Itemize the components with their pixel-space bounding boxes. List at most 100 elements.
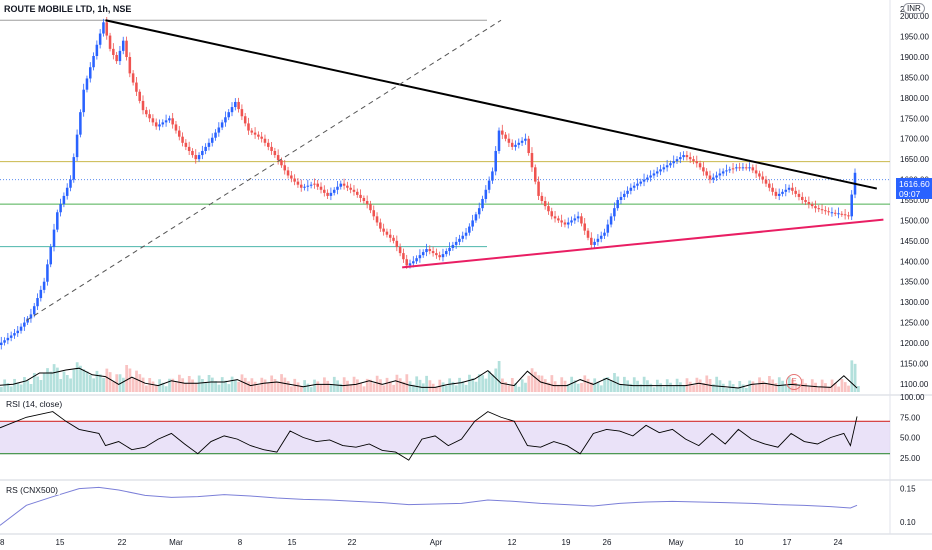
candle-body (596, 238, 600, 242)
candle-body (695, 161, 699, 164)
volume-bar (833, 383, 837, 392)
volume-bar (606, 377, 610, 392)
volume-bar (105, 368, 109, 392)
candle-body (731, 168, 735, 170)
candle-body (784, 189, 788, 192)
candle-body (171, 118, 174, 125)
volume-bar (408, 381, 412, 392)
volume-bar (62, 371, 66, 392)
volume-bar (95, 370, 99, 392)
volume-bar (201, 379, 204, 392)
volume-bar (804, 383, 808, 392)
candle-body (230, 107, 234, 113)
candle-body (435, 253, 438, 256)
time-tick-label: May (668, 538, 683, 547)
volume-bar (847, 385, 850, 392)
volume-bar (388, 381, 392, 392)
rsi-tick-label: 100.00 (900, 393, 925, 402)
candle-body (688, 157, 692, 160)
candle-body (603, 232, 606, 236)
time-tick-label: 8 (0, 538, 5, 547)
candle-body (352, 189, 356, 192)
candle-body (201, 150, 204, 156)
volume-bar (375, 375, 379, 392)
candle-body (504, 134, 507, 139)
volume-bar (145, 385, 148, 392)
volume-bar (326, 380, 330, 392)
volume-bar (26, 380, 30, 392)
candle-body (3, 340, 6, 343)
candle-body (108, 35, 112, 49)
volume-bar (276, 381, 280, 392)
candle-body (154, 122, 158, 127)
candle-body (217, 127, 221, 133)
candle-body (207, 142, 211, 147)
volume-bar (497, 361, 501, 392)
candle-body (178, 130, 181, 137)
volume-bar (590, 382, 593, 392)
candle-body (421, 252, 425, 256)
volume-bar (112, 381, 115, 392)
rsi-tick-label: 75.00 (900, 413, 921, 422)
candle-body (168, 118, 171, 121)
candle-body (616, 200, 619, 209)
volume-bar (553, 381, 557, 392)
candle-body (448, 248, 451, 252)
candle-body (313, 183, 316, 185)
candle-body (65, 187, 69, 196)
volume-bar (260, 377, 264, 392)
candle-body (510, 142, 514, 147)
candle-body (814, 206, 817, 209)
volume-bar (520, 379, 524, 392)
candle-body (402, 253, 405, 260)
candle-body (679, 157, 682, 160)
candle-body (69, 179, 72, 188)
currency-badge[interactable]: INR (903, 3, 925, 14)
volume-bar (649, 383, 653, 392)
volume-bar (385, 377, 389, 392)
candle-body (787, 187, 791, 190)
volume-bar (382, 385, 386, 392)
volume-bar (721, 383, 725, 392)
candle-body (566, 222, 570, 225)
dashed-trendline (26, 19, 502, 321)
volume-bar (263, 379, 267, 392)
price-tick-label: 1400.00 (900, 257, 929, 266)
rs-tick-label: 0.15 (900, 485, 916, 494)
candle-body (329, 192, 333, 196)
volume-bar (9, 386, 13, 392)
volume-bar (227, 384, 231, 392)
volume-bar (398, 378, 402, 392)
volume-bar (616, 376, 620, 392)
candle-body (98, 33, 102, 45)
candle-body (613, 208, 616, 217)
candle-body (392, 237, 395, 241)
candle-body (484, 189, 488, 199)
candle-body (754, 170, 758, 174)
candle-body (260, 136, 263, 139)
time-tick-label: 10 (735, 538, 744, 547)
candle-body (395, 240, 399, 247)
candle-body (102, 22, 105, 34)
candle-body (56, 212, 59, 230)
candle-body (501, 130, 504, 135)
volume-bar (56, 367, 59, 392)
volume-bar (441, 382, 445, 392)
candle-body (791, 187, 794, 191)
candle-body (382, 228, 385, 232)
rsi-pane-label: RSI (14, close) (4, 399, 65, 409)
volume-bar (342, 377, 346, 392)
volume-bar (507, 385, 511, 392)
volume-bar (682, 385, 686, 392)
earnings-badge[interactable]: E (786, 374, 802, 390)
candle-body (758, 173, 761, 177)
volume-bar (214, 381, 218, 392)
candle-body (629, 187, 633, 191)
volume-bar (557, 384, 560, 392)
volume-bar (415, 376, 419, 392)
candle-body (768, 183, 771, 188)
candle-body (474, 214, 478, 221)
candle-body (471, 220, 474, 227)
candle-body (375, 216, 379, 223)
